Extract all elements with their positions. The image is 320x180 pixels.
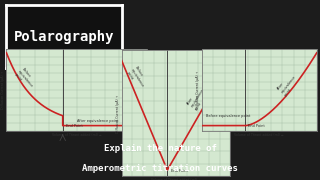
Text: After
equivalence
point: After equivalence point [276, 72, 300, 97]
Text: After
equivalence
point: After equivalence point [187, 86, 209, 111]
Y-axis label: Diffusion Current (μA) ↑: Diffusion Current (μA) ↑ [1, 71, 5, 109]
X-axis label: Volume of Titrant added (ml) →: Volume of Titrant added (ml) → [234, 133, 284, 137]
Text: End Point: End Point [171, 169, 188, 173]
Y-axis label: Diffusion Current (μA) ↑: Diffusion Current (μA) ↑ [116, 94, 120, 133]
Y-axis label: Diffusion Current (μA) ↑: Diffusion Current (μA) ↑ [196, 71, 200, 109]
Text: End Point: End Point [66, 124, 83, 128]
Text: Before
equivalence
point: Before equivalence point [126, 66, 148, 91]
Text: Explain the nature of: Explain the nature of [104, 144, 216, 153]
Text: Before equivalence point: Before equivalence point [206, 114, 251, 118]
Text: Amperometric titration curves: Amperometric titration curves [82, 164, 238, 173]
Text: Before
equivalence
point: Before equivalence point [13, 67, 37, 92]
X-axis label: Volume of Titrant added (ml) →: Volume of Titrant added (ml) → [151, 178, 201, 180]
Text: Polarography: Polarography [14, 30, 114, 44]
Text: After equivalence point: After equivalence point [77, 119, 118, 123]
Text: End Point: End Point [248, 124, 265, 128]
X-axis label: Volume of Titrant added (ml) →: Volume of Titrant added (ml) → [52, 133, 102, 137]
